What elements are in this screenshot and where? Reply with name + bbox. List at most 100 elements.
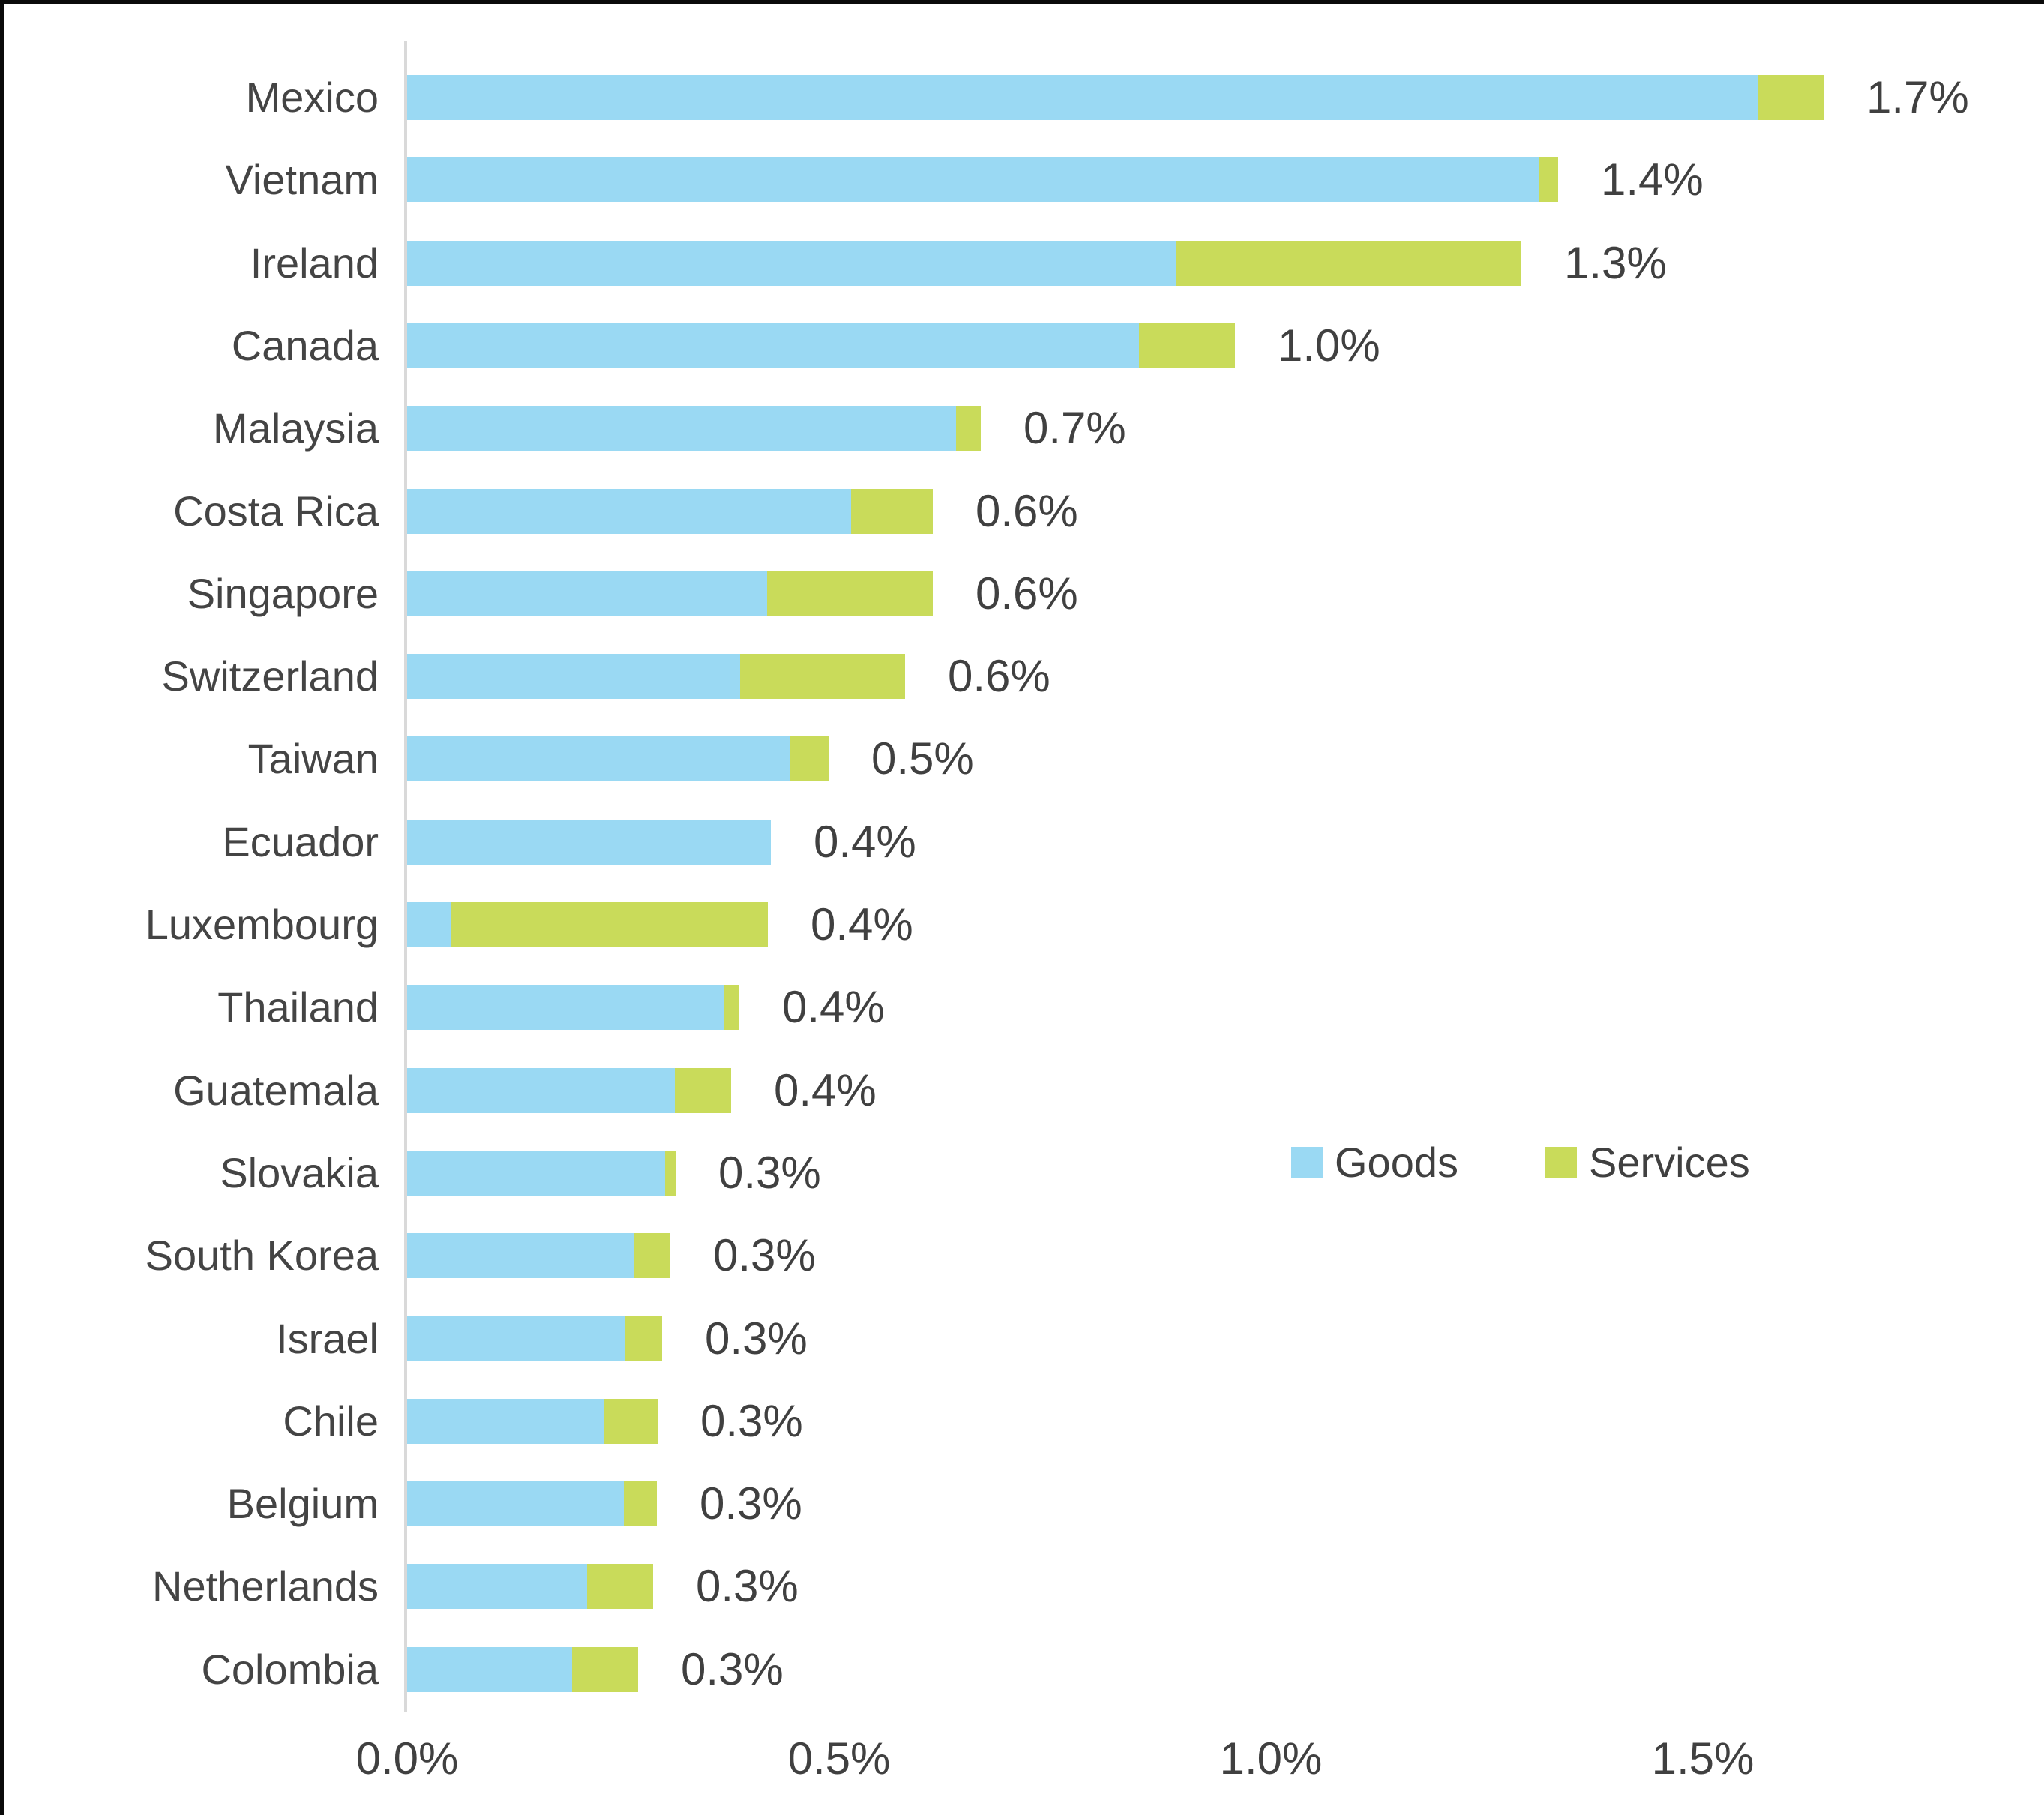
goods-segment [407,406,956,451]
legend-item-services: Services [1545,1140,1750,1185]
goods-segment [407,820,771,865]
goods-segment [407,1150,665,1196]
bar-value-label: 0.6% [976,486,1078,536]
country-label: Switzerland [161,652,379,700]
services-segment [790,736,829,782]
x-tick-label: 1.5% [1651,1733,1755,1784]
goods-segment [407,489,851,534]
goods-segment [407,158,1539,202]
services-segment [572,1647,638,1692]
goods-segment [407,902,451,947]
y-axis-line [404,41,407,1712]
country-label: Colombia [201,1646,379,1693]
bar-value-label: 0.6% [976,568,1078,619]
country-label: Israel [276,1315,379,1362]
x-tick-label: 0.5% [787,1733,891,1784]
bar-value-label: 0.3% [700,1396,803,1446]
country-label: Netherlands [152,1562,379,1610]
goods-segment [407,1233,634,1278]
bar-track [407,1068,731,1113]
services-segment [451,902,768,947]
bar-track [407,1647,638,1692]
goods-segment [407,572,767,616]
goods-segment [407,654,740,699]
country-label: Canada [231,322,379,369]
bar-track [407,1150,676,1196]
services-segment [1758,75,1824,120]
goods-segment [407,736,790,782]
bar-track [407,323,1235,368]
legend-label: Goods [1335,1138,1458,1186]
bar-value-label: 0.3% [713,1230,816,1280]
country-label: Belgium [226,1480,379,1527]
services-segment [665,1150,676,1196]
bar-track [407,902,768,947]
country-label: Slovakia [220,1149,379,1196]
country-label: South Korea [145,1232,379,1279]
bar-value-label: 0.3% [718,1148,821,1198]
bar-value-label: 0.3% [696,1561,799,1611]
bar-value-label: 0.3% [705,1313,808,1364]
bar-track [407,572,933,616]
bar-track [407,1564,653,1609]
services-segment [625,1316,662,1361]
country-label: Luxembourg [145,901,379,948]
bar-value-label: 0.5% [871,734,974,784]
bar-track [407,406,981,451]
services-segment [604,1399,658,1444]
bar-value-label: 0.4% [811,899,913,950]
bar-track [407,820,771,865]
bar-track [407,985,739,1030]
goods-segment [407,1316,625,1361]
bar-value-label: 1.3% [1564,238,1667,288]
bar-value-label: 0.6% [948,651,1050,701]
top-border-line [0,0,2044,4]
bar-track [407,1481,657,1526]
country-label: Malaysia [213,404,379,452]
country-label: Ecuador [222,818,379,866]
services-segment [1539,158,1558,202]
bar-value-label: 1.7% [1866,72,1969,122]
bar-value-label: 1.4% [1601,154,1704,205]
bar-track [407,736,829,782]
bar-track [407,1316,662,1361]
services-segment [1176,241,1521,286]
country-label: Thailand [217,983,379,1030]
legend-item-goods: Goods [1291,1140,1458,1185]
goods-swatch-icon [1291,1147,1323,1178]
services-segment [851,489,933,534]
country-label: Singapore [187,570,379,617]
x-tick-label: 1.0% [1219,1733,1323,1784]
bar-track [407,241,1521,286]
bar-value-label: 0.4% [774,1065,877,1115]
left-border-line [0,0,4,1815]
country-label: Guatemala [173,1066,379,1114]
services-segment [767,572,933,616]
services-segment [724,985,739,1030]
bar-value-label: 0.7% [1023,403,1126,453]
goods-segment [407,985,724,1030]
goods-segment [407,1481,624,1526]
services-segment [624,1481,657,1526]
services-segment [675,1068,731,1113]
goods-segment [407,323,1139,368]
country-label: Chile [283,1397,379,1444]
services-segment [634,1233,670,1278]
goods-segment [407,1647,572,1692]
bar-track [407,654,905,699]
bar-value-label: 0.3% [681,1644,784,1694]
bar-value-label: 0.3% [700,1478,802,1528]
bar-value-label: 1.0% [1278,320,1380,370]
bar-track [407,158,1558,202]
services-segment [1139,323,1235,368]
country-label: Mexico [245,74,379,121]
goods-segment [407,1068,675,1113]
services-swatch-icon [1545,1147,1577,1178]
goods-segment [407,1564,587,1609]
bar-track [407,1399,658,1444]
country-label: Costa Rica [173,488,379,535]
bar-track [407,75,1824,120]
bar-track [407,1233,670,1278]
country-label: Vietnam [225,156,379,203]
